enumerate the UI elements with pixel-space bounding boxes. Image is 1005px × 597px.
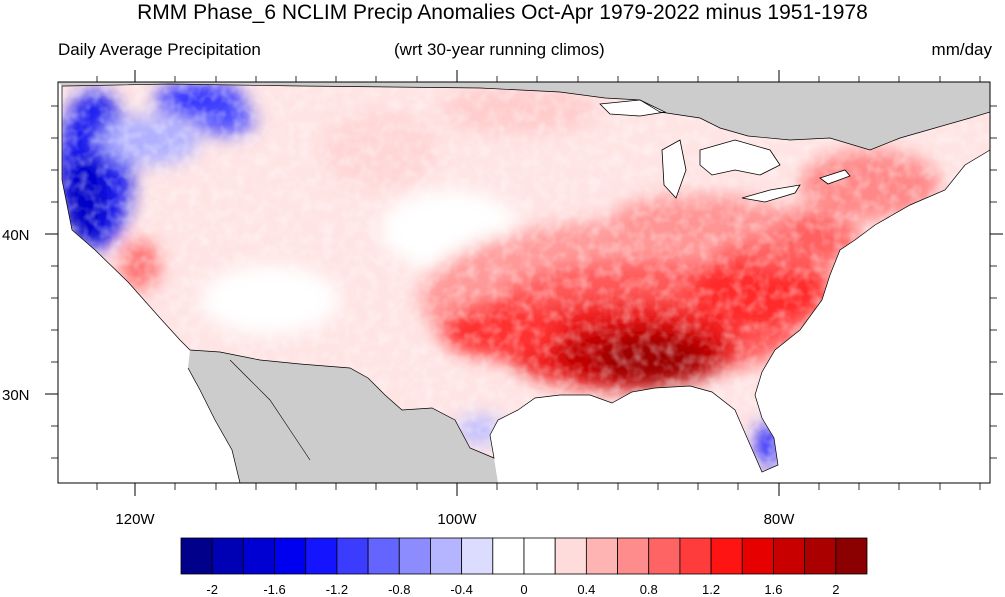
units-label: mm/day [931, 40, 992, 59]
canada-land [58, 82, 990, 150]
mexico-land [188, 350, 498, 483]
colorbar-swatch [835, 537, 868, 575]
colorbar-tick-label: -0.4 [450, 582, 472, 597]
colorbar-swatch [492, 537, 525, 575]
colorbar-swatch [211, 537, 244, 575]
colorbar-swatch [523, 537, 556, 575]
lat-tick-label: 30N [2, 387, 30, 404]
colorbar-tick-label: -1.2 [326, 582, 348, 597]
lat-tick-label: 40N [2, 227, 30, 244]
colorbar-swatch [242, 537, 275, 575]
colorbar-tick-label: -0.8 [388, 582, 410, 597]
colorbar-swatch [305, 537, 338, 575]
lon-tick-label: 80W [764, 511, 796, 528]
colorbar-swatch [554, 537, 587, 575]
variable-label: Daily Average Precipitation [58, 40, 261, 59]
colorbar-swatch [398, 537, 431, 575]
lon-ticks [134, 70, 780, 496]
lon-tick-label: 120W [115, 511, 155, 528]
colorbar-tick-label: 1.2 [702, 582, 720, 597]
colorbar-swatch [648, 537, 681, 575]
colorbar-swatch [773, 537, 806, 575]
colorbar-swatch [804, 537, 837, 575]
colorbar-tick-label: 1.6 [764, 582, 782, 597]
lon-tick-label: 100W [437, 511, 477, 528]
colorbar [180, 537, 868, 575]
colorbar-swatch [585, 537, 618, 575]
us-coastline [61, 83, 990, 473]
colorbar-tick-label: -2 [206, 582, 218, 597]
great-lakes [599, 99, 851, 203]
colorbar-swatch [336, 537, 369, 575]
colorbar-tick-label: 0.8 [640, 582, 658, 597]
colorbar-swatch [679, 537, 712, 575]
colorbar-tick-label: 0 [520, 582, 527, 597]
colorbar-swatch [180, 537, 213, 575]
colorbar-swatch [741, 537, 774, 575]
colorbar-tick-label: -1.6 [263, 582, 285, 597]
colorbar-swatch [617, 537, 650, 575]
climo-note-label: (wrt 30-year running climos) [394, 40, 605, 59]
colorbar-swatch [430, 537, 463, 575]
colorbar-tick-label: 2 [832, 582, 839, 597]
colorbar-swatch [274, 537, 307, 575]
colorbar-tick-label: 0.4 [577, 582, 595, 597]
map-frame [57, 81, 991, 484]
colorbar-swatch [461, 537, 494, 575]
colorbar-labels: -2 -1.6 -1.2 -0.8 -0.4 0 0.4 0.8 1.2 1.6 2 [206, 582, 839, 597]
lat-ticks [45, 233, 1003, 395]
colorbar-swatch [367, 537, 400, 575]
map-title: RMM Phase_6 NCLIM Precip Anomalies Oct-A… [137, 1, 868, 24]
colorbar-swatch [710, 537, 743, 575]
